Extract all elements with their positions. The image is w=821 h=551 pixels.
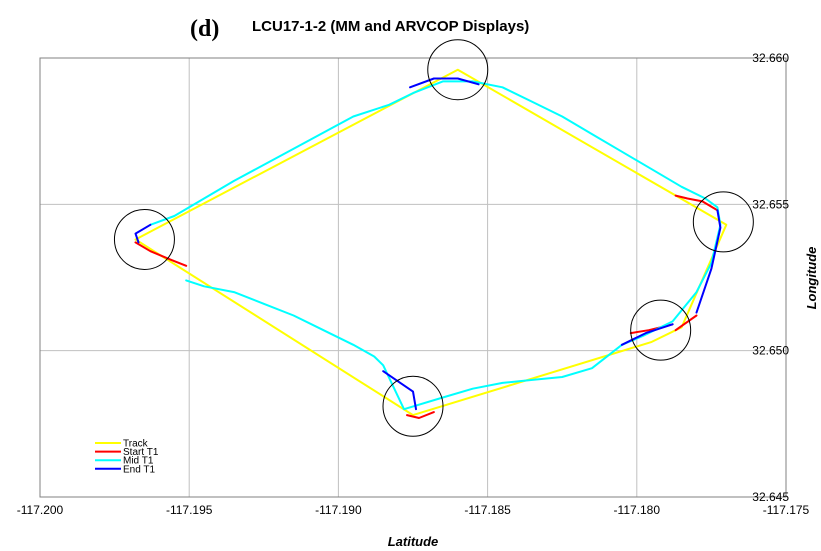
y-tick-label: 32.660 <box>752 51 789 65</box>
x-tick-label: -117.185 <box>464 503 511 517</box>
series-line-mid-t1 <box>149 80 722 411</box>
series-line-end-t1 <box>409 77 480 89</box>
series-line-start-t1 <box>406 411 435 419</box>
grid <box>39 57 787 498</box>
series-line-start-t1 <box>134 241 188 267</box>
series-line-end-t1 <box>620 323 674 346</box>
x-tick-label: -117.175 <box>763 503 810 517</box>
y-tick-labels: 32.645 32.650 32.655 32.660 <box>752 51 789 504</box>
panel-tag: (d) <box>190 16 219 42</box>
turn-circle <box>630 299 692 361</box>
x-tick-label: -117.190 <box>315 503 362 517</box>
plot-area <box>39 57 787 498</box>
turn-circle <box>382 375 444 437</box>
annotation-layer <box>113 39 754 437</box>
chart-title: LCU17-1-2 (MM and ARVCOP Displays) <box>252 18 529 35</box>
y-tick-label: 32.655 <box>752 197 789 211</box>
x-tick-label: -117.180 <box>614 503 661 517</box>
y-axis-title: Longitude <box>804 247 819 310</box>
turn-circle <box>427 39 489 101</box>
legend-label: Start T1 <box>123 447 159 458</box>
legend-label: Mid T1 <box>123 456 154 467</box>
y-tick-label: 32.650 <box>752 344 789 358</box>
series-line-end-t1 <box>695 209 722 314</box>
legend-label: Track <box>123 439 149 450</box>
turn-circle <box>113 208 175 270</box>
series-line-start-t1 <box>674 314 698 332</box>
x-axis-title: Latitude <box>388 534 439 549</box>
series-line-track <box>134 68 728 417</box>
x-tick-labels: -117.200 -117.195 -117.190 -117.185 -117.180… <box>17 503 810 517</box>
legend-label: End T1 <box>123 464 155 475</box>
turn-circle <box>692 191 754 253</box>
series-line-start-t1 <box>674 194 719 212</box>
series-line-end-t1 <box>382 370 417 411</box>
y-tick-label: 32.645 <box>752 490 789 504</box>
series-layer <box>134 68 728 419</box>
x-tick-label: -117.200 <box>17 503 64 517</box>
series-line-end-t1 <box>134 223 152 244</box>
x-tick-label: -117.195 <box>166 503 213 517</box>
